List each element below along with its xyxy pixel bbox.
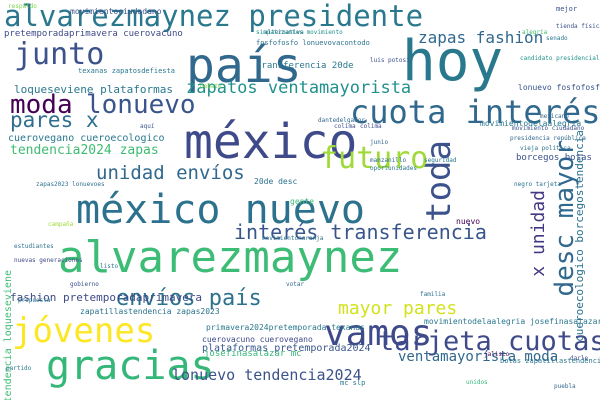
word: candidato presidencial (520, 55, 600, 62)
word: lonuevo fosfofosfo (518, 83, 600, 92)
word: borcegos botas (516, 153, 592, 163)
word: alternativa (264, 29, 304, 36)
word: envíos país (116, 286, 262, 311)
word: borcegostendencia loqueseviene (3, 270, 14, 400)
word: seguridad (424, 157, 457, 164)
word: manzanillo (370, 157, 407, 164)
word: tienda física (556, 23, 600, 30)
word: simpatizantes movimiento (256, 29, 343, 36)
word: votar (286, 281, 305, 288)
word: jalisco (484, 351, 510, 358)
word: oportunidades (370, 165, 417, 172)
word: campaña (48, 221, 74, 228)
word: gracias (46, 343, 215, 389)
word: alvarezmaynez (58, 232, 403, 283)
word: interés transferencia (234, 220, 487, 244)
word: país (186, 38, 302, 94)
word: ventamayorista moda (398, 349, 559, 365)
word: texanas zapatosdefiesta (78, 67, 175, 75)
word: zapatillastendencia zapas2023 (80, 307, 220, 316)
word: estudiantes (14, 243, 54, 250)
word: méxico (184, 114, 358, 170)
word: colima (334, 123, 356, 130)
word: familia (420, 291, 446, 298)
word: zapas2023 lonuevoes (36, 181, 105, 188)
word: fashion pretemporadaprimavera (10, 291, 203, 304)
word: mejor (556, 5, 578, 13)
word: colima (360, 123, 382, 130)
word: debate (200, 83, 222, 90)
word: movimientodelaalegria josefinasalazar (424, 317, 600, 326)
word: cuerovegano cueroecologico (8, 133, 165, 144)
word: respaldo (8, 3, 37, 10)
word: movimientodelaalegria (480, 119, 582, 128)
word: junto (14, 37, 105, 72)
word: x unidad (528, 190, 549, 277)
word: josefinasalazar mc (204, 349, 302, 359)
word: gobierno (70, 281, 99, 288)
word: mayor pares (338, 298, 458, 319)
word: pretemporadaprimavera cuerovacuno (4, 29, 183, 39)
word: lonuevo tendencia2024 (172, 366, 362, 384)
word: movimientonaranja (262, 235, 324, 242)
word: hoy (402, 29, 504, 94)
word: puebla (554, 383, 576, 390)
word: moda (10, 90, 73, 120)
word: transferencia 20de (256, 61, 354, 71)
word: tarjeta cuotas (378, 326, 600, 357)
word: botas zapatillastendencia (500, 357, 600, 365)
word: vamos (324, 313, 433, 354)
word: alvarezmaynez presidente (4, 0, 424, 33)
word: dantedelgador (318, 117, 365, 124)
word: luis potosí (370, 57, 410, 64)
word: partido (6, 365, 32, 372)
word: aquí (140, 123, 155, 130)
word: senado (546, 35, 568, 42)
word: propuesta (18, 297, 51, 304)
word: presidencia república (510, 135, 586, 142)
word: plataformas pretemporada2024 (202, 343, 371, 354)
word: cuota interés (350, 93, 600, 131)
word: loqueseviene plataformas (14, 83, 173, 96)
word: cuerovacuno cuerovegano (202, 335, 313, 344)
word: primavera2024pretemporada texanas (206, 323, 365, 332)
word: fosfofosfo lonuevovacontodo (256, 39, 370, 47)
word: mc slp (340, 379, 366, 387)
word: unidad envíos (96, 162, 245, 184)
word: tendencia2024 zapas (10, 143, 159, 158)
word: 20de desc (254, 177, 298, 186)
word: unidos (466, 379, 488, 386)
word: futuro (320, 141, 429, 176)
word: nuevo (456, 217, 481, 226)
word: movimiento ciudadano (512, 125, 585, 132)
word: nuevas generaciones (14, 257, 83, 264)
word: negro tarjeta (514, 181, 561, 188)
word: movimientociudadano (70, 7, 162, 16)
word: zapatos ventamayorista (186, 78, 412, 98)
word: mexicano (540, 113, 569, 120)
word: alegría (522, 29, 548, 36)
word: méxico nuevo (76, 187, 365, 233)
word: junio (370, 139, 389, 146)
word: jóvenes (12, 311, 156, 351)
word: pares x (10, 108, 99, 132)
word: listo (100, 263, 119, 270)
word: zapas fashion (418, 28, 544, 47)
word: gente (290, 197, 315, 206)
word: darle (570, 355, 589, 362)
word: vieja política (520, 145, 571, 152)
word: lonuevo (86, 90, 196, 120)
